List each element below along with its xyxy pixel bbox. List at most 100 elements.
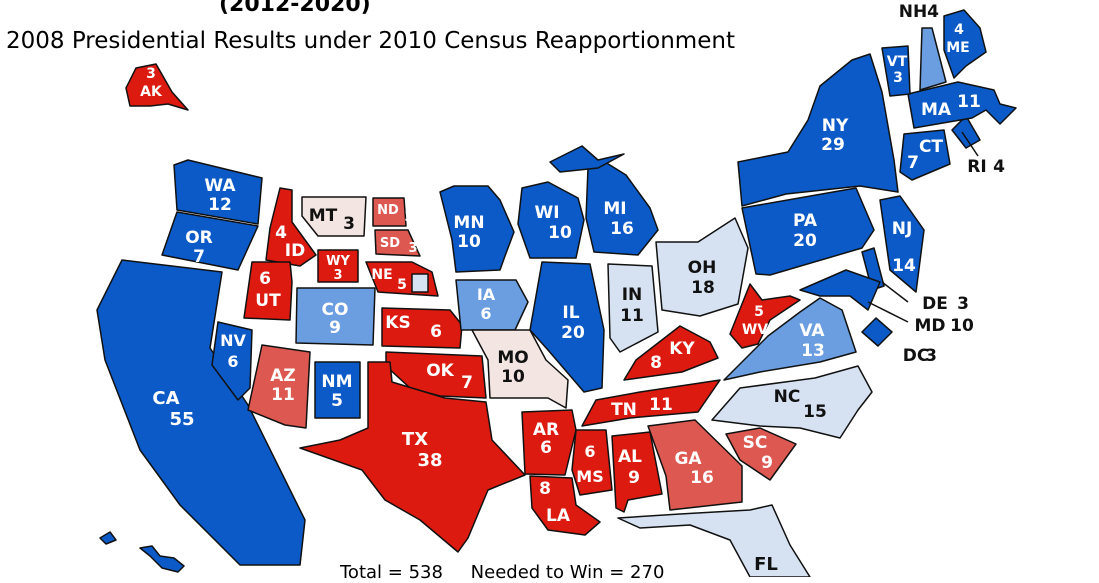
state-votes-ut: 6 <box>259 269 271 289</box>
state-votes-ak: 3 <box>146 66 156 82</box>
state-shape-wv[interactable] <box>729 283 801 349</box>
state-votes-ri: 4 <box>993 157 1005 177</box>
state-shape-tx[interactable] <box>299 361 526 553</box>
state-votes-tn: 11 <box>649 395 673 415</box>
state-shape-or[interactable] <box>161 211 259 271</box>
state-votes-mi: 16 <box>610 219 634 239</box>
state-shape-mi-up[interactable] <box>549 145 625 173</box>
state-label-nv: NV <box>220 331 246 350</box>
state-shape-wi[interactable] <box>517 181 585 259</box>
state-votes-or: 7 <box>193 247 205 267</box>
state-label-tn: TN <box>611 400 637 420</box>
state-label-nh: NH <box>899 2 927 22</box>
total-votes-text: Total = 538 <box>340 562 443 583</box>
state-shape-ut[interactable] <box>243 261 293 321</box>
state-shape-ga[interactable] <box>647 419 743 511</box>
state-label-md: MD <box>914 316 945 336</box>
state-votes-id: 4 <box>275 223 287 243</box>
state-votes-fl: 29 <box>769 574 794 577</box>
state-label-ut: UT <box>255 291 281 311</box>
state-shape-ct[interactable] <box>899 129 951 181</box>
state-label-ia: IA <box>477 285 496 304</box>
state-votes-ar: 6 <box>540 438 552 458</box>
state-shape-mi[interactable] <box>585 161 659 256</box>
state-votes-nd: 3 <box>404 210 413 225</box>
state-shape-id[interactable] <box>265 187 317 267</box>
state-shape-ma[interactable] <box>907 81 1017 129</box>
state-shape-sd[interactable] <box>374 229 421 257</box>
state-votes-sc: 9 <box>761 453 773 473</box>
state-votes-ms: 6 <box>584 442 595 461</box>
state-shape-ar[interactable] <box>521 409 577 476</box>
state-shape-co[interactable] <box>295 287 376 346</box>
state-label-wa: WA <box>204 176 236 196</box>
state-shape-ak[interactable] <box>125 63 189 111</box>
state-votes-oh: 18 <box>691 278 715 298</box>
state-shape-ne2[interactable] <box>411 273 429 293</box>
state-votes-ny: 29 <box>821 135 845 155</box>
state-votes-nh: 4 <box>927 2 939 22</box>
state-label-mt: MT <box>309 206 338 226</box>
state-shape-nc[interactable] <box>711 365 873 439</box>
state-shape-ms[interactable] <box>571 429 613 496</box>
callout-line-ri <box>961 131 979 157</box>
state-shape-nj[interactable] <box>879 195 925 293</box>
state-shape-wa[interactable] <box>173 159 263 225</box>
state-votes-mo: 10 <box>501 367 525 387</box>
state-shape-la[interactable] <box>529 475 601 536</box>
state-shape-me[interactable] <box>943 9 987 79</box>
state-shape-pa[interactable] <box>741 187 875 276</box>
state-shape-nv[interactable] <box>211 321 253 401</box>
state-label-az: AZ <box>270 366 295 386</box>
state-label-nj: NJ <box>892 219 913 239</box>
state-label-la: LA <box>546 506 571 526</box>
state-shape-sc[interactable] <box>725 427 797 481</box>
callout-line-md <box>867 301 909 323</box>
state-label-nd: ND <box>377 203 399 218</box>
state-votes-wi: 10 <box>548 223 572 243</box>
state-shape-nm[interactable] <box>314 361 361 419</box>
state-label-vt: VT <box>887 54 908 70</box>
state-shape-in[interactable] <box>607 263 659 353</box>
state-shape-az[interactable] <box>247 344 311 429</box>
state-shape-tn[interactable] <box>581 379 721 427</box>
state-shape-va[interactable] <box>723 297 857 381</box>
state-votes-nv: 6 <box>227 352 238 371</box>
state-label-mn: MN <box>453 213 484 233</box>
state-label-ms: MS <box>576 467 603 486</box>
state-shape-nh[interactable] <box>919 27 947 91</box>
state-votes-ia: 6 <box>480 304 491 323</box>
state-shape-ks[interactable] <box>381 307 463 349</box>
state-votes-ca: 55 <box>169 409 194 430</box>
state-label-ky: KY <box>669 339 695 359</box>
state-shape-md[interactable] <box>799 269 881 311</box>
state-votes-de: 3 <box>957 294 969 314</box>
state-shape-ri[interactable] <box>951 115 981 149</box>
state-shape-ky[interactable] <box>623 325 719 381</box>
state-shape-ny[interactable] <box>737 53 899 207</box>
state-shape-wy[interactable] <box>317 249 359 283</box>
state-shape-oh[interactable] <box>655 217 749 317</box>
state-shape-hi[interactable] <box>139 545 185 573</box>
state-votes-wy: 3 <box>333 268 342 283</box>
state-label-wi: WI <box>534 203 559 223</box>
state-shape-mn[interactable] <box>439 185 515 273</box>
state-votes-tx: 38 <box>417 450 442 471</box>
state-label-ak: AK <box>140 84 163 100</box>
state-label-ne: NE <box>371 267 392 283</box>
state-shape-il[interactable] <box>529 261 605 393</box>
state-shape-dc[interactable] <box>861 317 893 347</box>
state-shape-mo[interactable] <box>471 329 569 409</box>
state-label-sd: SD <box>380 236 400 251</box>
state-shape-ia[interactable] <box>455 279 529 331</box>
state-label-dc: DC <box>903 346 930 366</box>
state-label-me: ME <box>946 40 970 56</box>
state-label-ks: KS <box>385 313 410 333</box>
state-shape-vt[interactable] <box>881 45 911 97</box>
state-shape-fl[interactable] <box>617 504 811 577</box>
state-shape-nd[interactable] <box>372 197 407 227</box>
state-votes-mt: 3 <box>343 214 355 234</box>
state-shape-mt[interactable] <box>301 196 367 237</box>
state-shape-hi-island[interactable] <box>99 531 117 545</box>
state-shape-ca[interactable] <box>96 259 306 566</box>
